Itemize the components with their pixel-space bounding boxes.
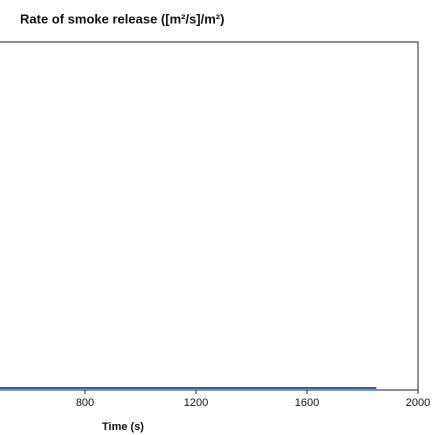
x-tick-label: 800	[76, 397, 94, 409]
x-tick-label: 1200	[184, 397, 208, 409]
chart-title: Rate of smoke release ([m²/s]/m²)	[20, 11, 224, 26]
x-axis-label: Time (s)	[102, 421, 144, 433]
x-tick-label: 2000	[406, 397, 430, 409]
plot-frame	[0, 41, 419, 391]
x-tick-label: 1600	[295, 397, 319, 409]
